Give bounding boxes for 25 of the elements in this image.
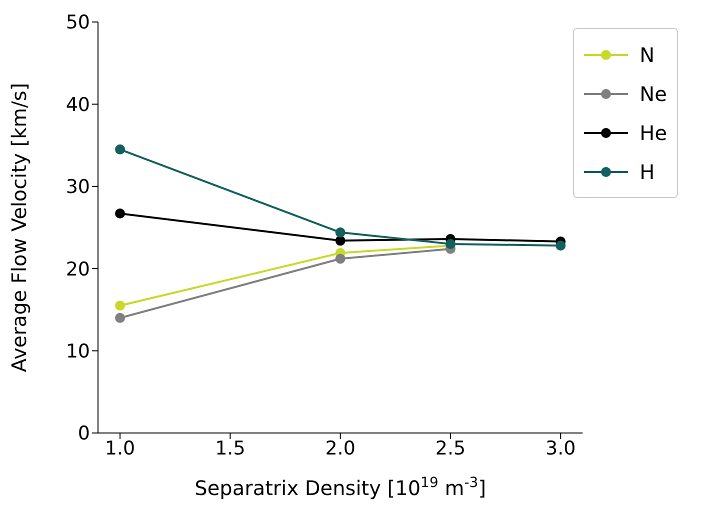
x-axis-title: Separatrix Density [10$^{19}$ m$^{-3}$]	[194, 475, 486, 500]
y-tick-label: 20	[66, 258, 90, 280]
point	[115, 300, 126, 311]
point	[115, 312, 126, 323]
point	[335, 254, 346, 264]
y-tick-label: 10	[66, 340, 90, 363]
point	[115, 144, 126, 154]
point	[335, 236, 346, 246]
y-tick-label: 40	[66, 94, 90, 116]
x-tick-label: 2.5	[435, 437, 466, 460]
y-axis-title: Average Flow Velocity [km/s]	[7, 82, 31, 372]
point	[115, 208, 126, 219]
y-tick-label: 30	[66, 176, 90, 198]
point	[335, 227, 346, 238]
x-tick-label: 2.0	[325, 437, 356, 460]
legend-label: H	[640, 160, 655, 184]
legend-label: Ne	[640, 82, 667, 106]
legend-label: He	[640, 120, 667, 144]
x-tick-label: 1.5	[215, 437, 246, 460]
x-tick-label: 1.0	[104, 437, 136, 460]
y-tick-label: 0	[78, 422, 90, 445]
x-tick-label: 3.0	[546, 437, 576, 460]
legend-label: N	[640, 42, 655, 66]
point	[556, 240, 566, 251]
y-tick-label: 50	[66, 12, 90, 34]
